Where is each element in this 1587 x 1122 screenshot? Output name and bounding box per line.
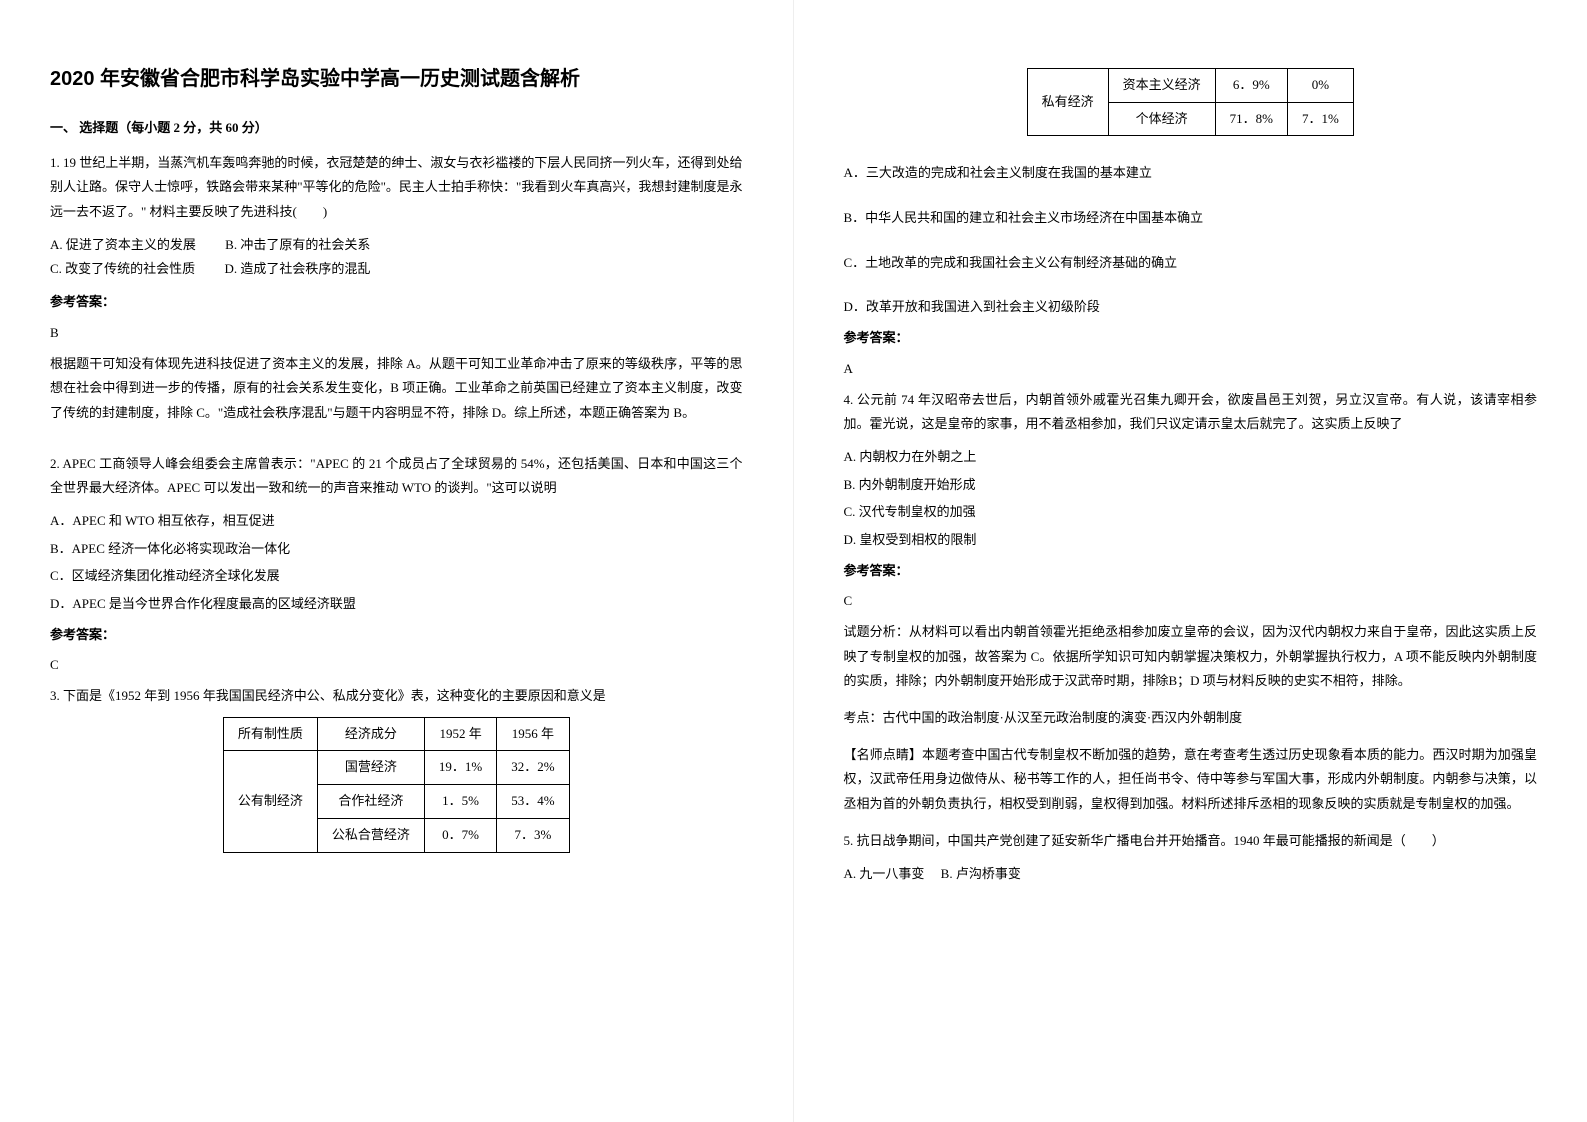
right-column: 私有经济 资本主义经济 6．9% 0% 个体经济 71．8% 7．1% A．三大… — [794, 0, 1587, 1122]
q3-optC: C．土地改革的完成和我国社会主义公有制经济基础的确立 — [844, 251, 1538, 276]
t1-r1c1: 合作社经济 — [317, 785, 424, 819]
q2-optC: C．区域经济集团化推动经济全球化发展 — [50, 564, 743, 589]
doc-title: 2020 年安徽省合肥市科学岛实验中学高一历史测试题含解析 — [50, 60, 743, 98]
q1-answer: B — [50, 321, 743, 346]
t1-r1c2: 1．5% — [424, 785, 496, 819]
answer-label: 参考答案： — [50, 290, 743, 315]
t1-r2c3: 7．3% — [497, 818, 569, 852]
t1-r0c0: 公有制经济 — [223, 751, 317, 852]
q5-stem: 5. 抗日战争期间，中国共产党创建了延安新华广播电台并开始播音。1940 年最可… — [844, 829, 1538, 854]
t2-r0c3: 0% — [1288, 69, 1354, 103]
q5-optA: A. 九一八事变 — [844, 866, 925, 881]
t2-r1c3: 7．1% — [1288, 102, 1354, 136]
q5-optB: B. 卢沟桥事变 — [941, 866, 1021, 881]
t1-r0c3: 32．2% — [497, 751, 569, 785]
q3-optD: D．改革开放和我国进入到社会主义初级阶段 — [844, 295, 1538, 320]
answer-label: 参考答案： — [844, 559, 1538, 584]
t2-r0c1: 资本主义经济 — [1108, 69, 1215, 103]
left-column: 2020 年安徽省合肥市科学岛实验中学高一历史测试题含解析 一、 选择题（每小题… — [0, 0, 794, 1122]
q1-analysis: 根据题干可知没有体现先进科技促进了资本主义的发展，排除 A。从题干可知工业革命冲… — [50, 352, 743, 426]
answer-label: 参考答案： — [844, 326, 1538, 351]
t2-r0c0: 私有经济 — [1027, 69, 1108, 136]
q4-optA: A. 内朝权力在外朝之上 — [844, 445, 1538, 470]
answer-label: 参考答案： — [50, 623, 743, 648]
q2-optA: A．APEC 和 WTO 相互依存，相互促进 — [50, 509, 743, 534]
t2-r1c2: 71．8% — [1215, 102, 1287, 136]
q4-dianjing: 【名师点睛】本题考查中国古代专制皇权不断加强的趋势，意在考查考生透过历史现象看本… — [844, 743, 1538, 817]
q4-analysis: 试题分析：从材料可以看出内朝首领霍光拒绝丞相参加废立皇帝的会议，因为汉代内朝权力… — [844, 620, 1538, 694]
q3-stem: 3. 下面是《1952 年到 1956 年我国国民经济中公、私成分变化》表，这种… — [50, 684, 743, 709]
q1-optD: D. 造成了社会秩序的混乱 — [224, 261, 370, 276]
q2-optD: D．APEC 是当今世界合作化程度最高的区域经济联盟 — [50, 592, 743, 617]
t1-r0c2: 19．1% — [424, 751, 496, 785]
q1-optB: B. 冲击了原有的社会关系 — [225, 237, 370, 252]
t1-h3: 1956 年 — [497, 717, 569, 751]
q4-stem: 4. 公元前 74 年汉昭帝去世后，内朝首领外戚霍光召集九卿开会，欲废昌邑王刘贺… — [844, 388, 1538, 437]
q4-kaodian: 考点：古代中国的政治制度·从汉至元政治制度的演变·西汉内外朝制度 — [844, 706, 1538, 731]
q3-table1: 所有制性质 经济成分 1952 年 1956 年 公有制经济 国营经济 19．1… — [223, 717, 570, 853]
q4-optB: B. 内外朝制度开始形成 — [844, 473, 1538, 498]
t1-h1: 经济成分 — [317, 717, 424, 751]
t1-h2: 1952 年 — [424, 717, 496, 751]
t2-r0c2: 6．9% — [1215, 69, 1287, 103]
t1-r0c1: 国营经济 — [317, 751, 424, 785]
q4-optD: D. 皇权受到相权的限制 — [844, 528, 1538, 553]
t1-r2c1: 公私合营经济 — [317, 818, 424, 852]
q5-options: A. 九一八事变 B. 卢沟桥事变 — [844, 862, 1538, 887]
q2-answer: C — [50, 653, 743, 678]
q3-table2: 私有经济 资本主义经济 6．9% 0% 个体经济 71．8% 7．1% — [1027, 68, 1354, 136]
q3-answer: A — [844, 357, 1538, 382]
q3-optA: A．三大改造的完成和社会主义制度在我国的基本建立 — [844, 161, 1538, 186]
q2-optB: B．APEC 经济一体化必将实现政治一体化 — [50, 537, 743, 562]
section-heading: 一、 选择题（每小题 2 分，共 60 分） — [50, 116, 743, 141]
q4-optC: C. 汉代专制皇权的加强 — [844, 500, 1538, 525]
q1-optC: C. 改变了传统的社会性质 — [50, 261, 195, 276]
q2-stem: 2. APEC 工商领导人峰会组委会主席曾表示："APEC 的 21 个成员占了… — [50, 452, 743, 501]
t2-r1c1: 个体经济 — [1108, 102, 1215, 136]
t1-r1c3: 53．4% — [497, 785, 569, 819]
t1-h0: 所有制性质 — [223, 717, 317, 751]
q4-answer: C — [844, 589, 1538, 614]
t1-r2c2: 0．7% — [424, 818, 496, 852]
q1-stem: 1. 19 世纪上半期，当蒸汽机车轰鸣奔驰的时候，衣冠楚楚的绅士、淑女与衣衫褴褛… — [50, 151, 743, 225]
q1-optA: A. 促进了资本主义的发展 — [50, 237, 196, 252]
q1-options: A. 促进了资本主义的发展 B. 冲击了原有的社会关系 C. 改变了传统的社会性… — [50, 233, 743, 282]
q3-optB: B．中华人民共和国的建立和社会主义市场经济在中国基本确立 — [844, 206, 1538, 231]
